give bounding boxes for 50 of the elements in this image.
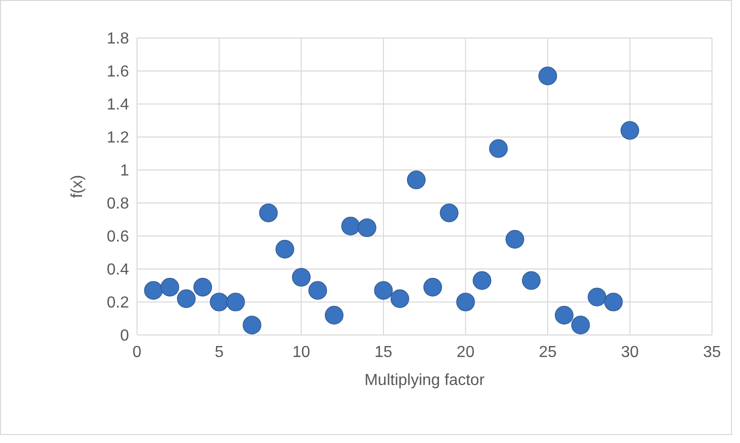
point (406, 170, 426, 190)
point (176, 289, 196, 308)
point (604, 292, 623, 312)
y-tick-label: 0.6 (106, 228, 130, 246)
y-tick-label: 1.2 (106, 130, 130, 147)
point (472, 271, 492, 290)
point (358, 218, 376, 238)
point (276, 240, 294, 258)
point (259, 204, 278, 222)
point (341, 216, 360, 236)
point (144, 281, 163, 300)
point (292, 268, 311, 287)
point (210, 292, 228, 312)
point (423, 278, 442, 296)
point (308, 281, 328, 300)
y-tick-label: 1.6 (106, 64, 130, 81)
point (489, 139, 508, 158)
point (554, 306, 574, 324)
y-tick-label: 1 (120, 162, 130, 180)
x-tick-label: 35 (703, 344, 721, 361)
x-tick-label: 30 (620, 344, 639, 361)
point (193, 278, 212, 296)
x-tick-label: 0 (132, 344, 142, 361)
point (440, 204, 458, 222)
point (226, 292, 245, 312)
point (522, 271, 541, 290)
y-tick-label: 0 (120, 328, 130, 345)
point (571, 316, 590, 334)
point (620, 121, 640, 140)
y-tick-label: 1.8 (106, 30, 130, 48)
point (390, 289, 410, 308)
x-tick-label: 5 (214, 344, 224, 361)
x-tick-label: 25 (538, 344, 557, 361)
point (324, 306, 344, 324)
y-axis-title: f(x) (69, 174, 86, 198)
y-tick-label: 0.2 (106, 294, 130, 312)
x-tick-label: 20 (456, 344, 475, 361)
x-tick-label: 15 (374, 344, 392, 361)
y-tick-label: 0.8 (106, 196, 130, 213)
x-tick-label: 10 (292, 344, 310, 361)
point (538, 66, 558, 86)
y-tick-label: 0.4 (106, 262, 130, 279)
y-tick-label: 1.4 (106, 96, 130, 114)
point (374, 281, 393, 300)
point (242, 316, 262, 334)
point (506, 230, 524, 249)
point (456, 292, 475, 312)
point (160, 278, 180, 296)
x-axis-title: Multiplying factor (364, 372, 486, 389)
point (588, 288, 606, 306)
